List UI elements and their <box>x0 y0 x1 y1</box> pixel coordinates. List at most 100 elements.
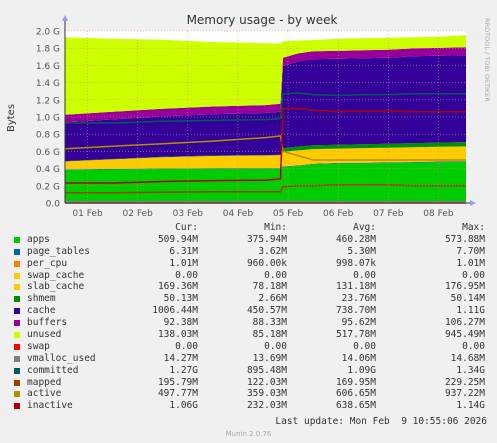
legend-row-slab-cache: slab_cache 169.36M 78.18M 131.18M 176.95M <box>10 281 490 293</box>
legend-row-apps: apps 509.94M 375.94M 460.28M 573.88M <box>10 234 490 246</box>
x-tick-label: 03 Feb <box>173 209 204 219</box>
area-cache <box>65 55 466 162</box>
legend-row-buffers: buffers 92.38M 88.33M 95.62M 106.27M <box>10 317 490 329</box>
line-mapped <box>65 184 466 194</box>
legend-max: 0.00 <box>462 340 485 352</box>
legend-max: 573.88M <box>444 233 485 245</box>
y-tick-label: 0.4 G <box>36 165 60 175</box>
legend-cur: 497.77M <box>157 388 198 400</box>
legend-cur: 1.06G <box>169 400 198 412</box>
legend-swatch <box>14 367 20 374</box>
legend-row-unused: unused 138.03M 85.18M 517.78M 945.49M <box>10 329 490 341</box>
legend-max: 229.25M <box>444 376 485 388</box>
legend-cur: 195.79M <box>157 376 198 388</box>
legend-avg: 460.28M <box>335 233 376 245</box>
line-committed <box>65 92 466 124</box>
x-tick-label: 01 Feb <box>72 209 103 219</box>
chart-title: Memory usage - by week <box>187 13 338 27</box>
legend-name: inactive <box>27 400 73 412</box>
legend-min: 960.00k <box>246 257 287 269</box>
y-tick-label: 1.4 G <box>36 79 60 89</box>
y-axis-label: Bytes <box>6 104 17 132</box>
legend-avg: 95.62M <box>341 317 376 329</box>
legend-min: 0.00 <box>264 340 287 352</box>
legend-min: 895.48M <box>246 364 287 376</box>
legend-cur: 92.38M <box>163 317 198 329</box>
legend-cur: 509.94M <box>157 233 198 245</box>
legend-row-per-cpu: per_cpu 1.01M 960.00k 998.07k 1.01M <box>10 258 490 270</box>
legend-max: 0.00 <box>462 269 485 281</box>
legend-avg: 131.18M <box>335 281 376 293</box>
legend-swatch <box>14 343 20 350</box>
legend-row-inactive: inactive 1.06G 232.03M 638.65M 1.14G <box>10 400 490 412</box>
legend-swatch <box>14 355 20 362</box>
legend-header-max: Max: <box>462 222 485 233</box>
legend-min: 78.18M <box>252 281 287 293</box>
legend-min: 122.03M <box>246 376 287 388</box>
legend-avg: 1.09G <box>347 364 376 376</box>
legend-cur: 1006.44M <box>152 305 198 317</box>
x-tick-label: 02 Feb <box>123 209 154 219</box>
munin-version: Munin 2.0.76 <box>225 430 272 438</box>
legend-min: 0.00 <box>264 269 287 281</box>
last-update: Last update: Mon Feb 9 10:55:06 2026 <box>275 416 487 427</box>
y-tick-label: 1.2 G <box>36 96 60 106</box>
legend-name: cache <box>27 305 56 317</box>
legend-swatch <box>14 248 20 255</box>
legend-min: 3.62M <box>258 245 287 257</box>
legend-max: 50.14M <box>450 293 485 305</box>
legend-avg: 14.06M <box>341 352 376 364</box>
legend-name: per_cpu <box>27 257 68 269</box>
legend-header-cur: Cur: <box>175 222 198 233</box>
y-tick-label: 0.2 G <box>36 182 60 192</box>
legend-name: slab_cache <box>27 281 85 293</box>
y-tick-label: 0.0 <box>46 200 61 210</box>
x-tick-labels: 01 Feb 02 Feb 03 Feb 04 Feb 05 Feb 06 Feb 07 F… <box>72 209 453 219</box>
legend-name: shmem <box>27 293 56 305</box>
rrdtool-watermark: RRDTOOL / TOBI OETIKER <box>483 18 491 102</box>
legend-max: 1.01M <box>456 257 485 269</box>
x-axis-arrow <box>470 200 476 206</box>
legend-row-cache: cache 1006.44M 450.57M 738.70M 1.11G <box>10 305 490 317</box>
legend-avg: 169.95M <box>335 376 376 388</box>
legend-row-vmalloc-used: vmalloc_used 14.27M 13.69M 14.06M 14.68M <box>10 353 490 365</box>
memory-usage-chart: Memory usage - by week Bytes RRDTOOL / T… <box>6 13 491 219</box>
legend-row-page-tables: page_tables 6.31M 3.62M 5.30M 7.70M <box>10 246 490 258</box>
legend-header: Cur: Min: Avg: Max: <box>10 222 490 234</box>
x-tick-label: 05 Feb <box>273 209 304 219</box>
legend-cur: 1.27G <box>169 364 198 376</box>
legend-min: 232.03M <box>246 400 287 412</box>
legend-header-avg: Avg: <box>353 222 376 233</box>
legend-swatch <box>14 272 20 279</box>
legend-name: page_tables <box>27 245 90 257</box>
legend-avg: 23.76M <box>341 293 376 305</box>
y-axis-arrow <box>62 15 68 21</box>
axes <box>62 15 476 206</box>
legend-swatch <box>14 332 20 339</box>
legend-min: 85.18M <box>252 329 287 341</box>
legend-avg: 0.00 <box>353 269 376 281</box>
legend-avg: 0.00 <box>353 340 376 352</box>
legend-cur: 6.31M <box>169 245 198 257</box>
legend-min: 13.69M <box>252 352 287 364</box>
x-tick-label: 07 Feb <box>373 209 404 219</box>
y-tick-labels: 0.0 0.2 G 0.4 G 0.6 G 0.8 G 1.0 G 1.2 G 1.4 G 1.… <box>36 28 60 210</box>
legend-swatch <box>14 296 20 303</box>
area-slab-cache <box>65 146 466 170</box>
line-active <box>64 135 466 161</box>
legend-row-committed: committed 1.27G 895.48M 1.09G 1.34G <box>10 365 490 377</box>
legend-avg: 638.65M <box>335 400 376 412</box>
legend-header-min: Min: <box>264 222 287 233</box>
legend-swatch <box>14 284 20 291</box>
y-tick-label: 0.8 G <box>36 131 60 141</box>
area-page-tables <box>65 161 466 170</box>
legend-name: active <box>27 388 62 400</box>
legend-swatch <box>14 236 20 243</box>
legend-row-swap-cache: swap_cache 0.00 0.00 0.00 0.00 <box>10 270 490 282</box>
legend-max: 937.22M <box>444 388 485 400</box>
legend-name: buffers <box>27 317 68 329</box>
legend-max: 1.11G <box>456 305 485 317</box>
legend-max: 106.27M <box>444 317 485 329</box>
legend-max: 14.68M <box>450 352 485 364</box>
legend-max: 176.95M <box>444 281 485 293</box>
